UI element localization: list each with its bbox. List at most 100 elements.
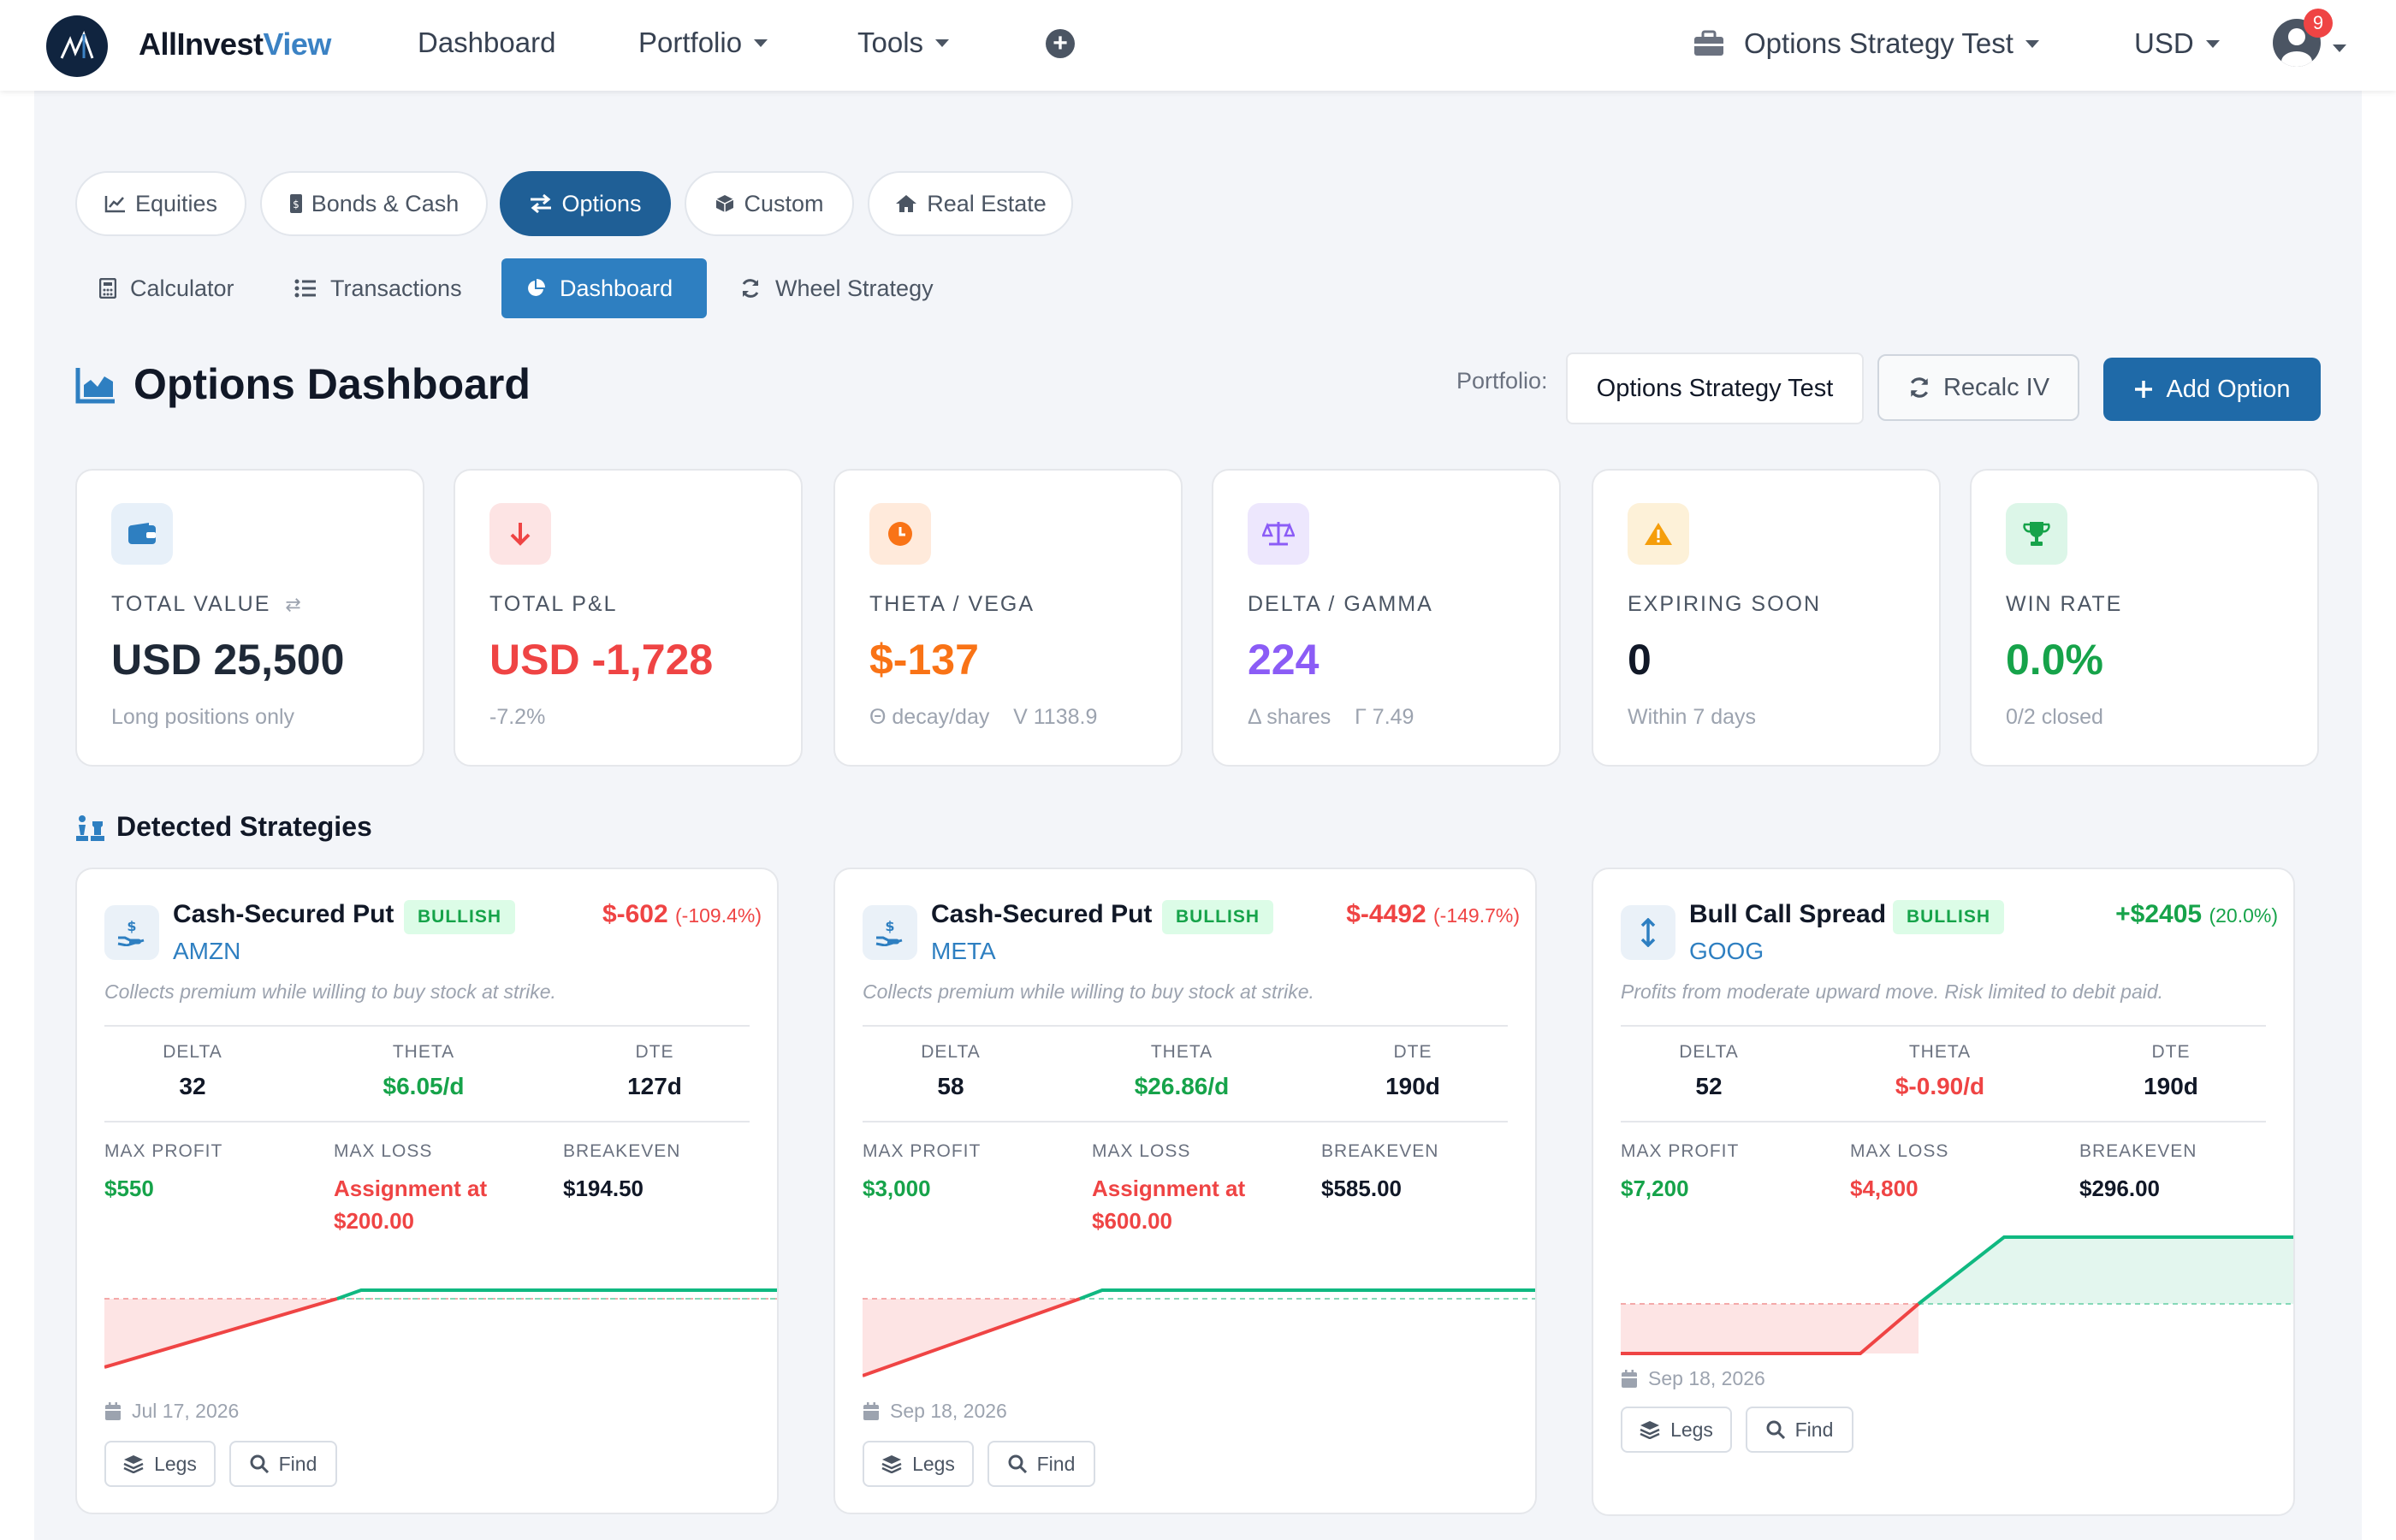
stat-value: $-137 (869, 636, 979, 684)
tab-equities-label: Equities (134, 190, 218, 216)
tab-equities[interactable]: Equities (75, 171, 246, 236)
top-navbar: AllInvestView Dashboard Portfolio Tools … (0, 0, 2396, 91)
metric-value-line: Assignment at (334, 1176, 488, 1201)
legs-button[interactable]: Legs (104, 1441, 216, 1487)
greek-dte: DTE 190d (1297, 1042, 1528, 1100)
tab-options-label: Options (561, 190, 642, 216)
metric-label: MAX LOSS (1092, 1141, 1191, 1161)
subtab-transactions[interactable]: Transactions (276, 258, 481, 318)
add-option-button[interactable]: Add Option (2103, 358, 2321, 421)
metric-label: MAX LOSS (1850, 1141, 1949, 1161)
hand-coin-icon: $ (104, 905, 159, 960)
subtab-dashboard[interactable]: Dashboard (501, 258, 707, 318)
metric-label: BREAKEVEN (563, 1141, 681, 1161)
tab-real-estate[interactable]: Real Estate (868, 171, 1073, 236)
strategy-card[interactable]: $ Cash-Secured Put BULLISH META $-4492 (… (833, 868, 1537, 1514)
stat-value: USD 25,500 (111, 636, 345, 684)
legs-button[interactable]: Legs (863, 1441, 974, 1487)
find-button[interactable]: Find (229, 1441, 337, 1487)
stat-card-delta-gamma: DELTA / GAMMA 224 Δ shares Γ 7.49 (1212, 469, 1561, 767)
find-button[interactable]: Find (1746, 1407, 1853, 1453)
pie-chart-icon (528, 279, 545, 296)
nav-tools[interactable]: Tools (857, 27, 950, 59)
brand-name[interactable]: AllInvestView (139, 27, 331, 62)
metric-label: MAX PROFIT (863, 1141, 982, 1161)
clock-icon (869, 503, 931, 565)
metric-max-profit: MAX PROFIT $7,200 (1621, 1141, 1850, 1205)
greek-label: DELTA (1679, 1042, 1739, 1062)
greek-dte: DTE 190d (2055, 1042, 2286, 1100)
payoff-profit-area (1919, 1237, 2293, 1304)
stat-value: 224 (1248, 636, 1320, 684)
currency-selector[interactable]: USD (2134, 27, 2220, 60)
nav-portfolio[interactable]: Portfolio (638, 27, 768, 59)
stat-label: EXPIRING SOON (1628, 592, 1822, 616)
search-icon (1766, 1420, 1785, 1439)
calculator-icon (99, 278, 116, 299)
currency-label: USD (2134, 27, 2194, 59)
metric-value-line: Assignment at (1092, 1176, 1246, 1201)
section-title-strategies: Detected Strategies (116, 811, 372, 842)
metric-value: Assignment at $200.00 (334, 1172, 563, 1237)
strategy-ticker[interactable]: META (931, 938, 996, 964)
strategy-bias-badge: BULLISH (404, 900, 515, 934)
brand-logo[interactable] (46, 15, 108, 77)
strategy-ticker[interactable]: GOOG (1689, 938, 1764, 964)
tab-custom[interactable]: Custom (685, 171, 854, 236)
greek-value: 58 (937, 1073, 964, 1099)
tab-options[interactable]: Options (500, 171, 671, 236)
subtab-wheel-strategy[interactable]: Wheel Strategy (721, 258, 952, 318)
strategy-card[interactable]: $ Cash-Secured Put BULLISH AMZN $-602 (-… (75, 868, 779, 1514)
metric-value-line: $600.00 (1092, 1208, 1172, 1234)
strategy-ticker[interactable]: AMZN (173, 938, 241, 964)
hand-coin-icon: $ (863, 905, 917, 960)
layers-icon (123, 1455, 144, 1473)
portfolio-switcher[interactable]: Options Strategy Test (1693, 27, 2039, 60)
portfolio-label: Portfolio: (1456, 368, 1548, 394)
metric-value: $7,200 (1621, 1176, 1689, 1201)
add-option-label: Add Option (2166, 375, 2291, 403)
strategy-pnl: $-602 (-109.4%) (602, 900, 762, 929)
greek-label: THETA (1150, 1042, 1213, 1062)
find-button[interactable]: Find (987, 1441, 1095, 1487)
svg-text:$: $ (127, 919, 136, 934)
strategy-name: Bull Call Spread (1689, 900, 1887, 928)
chevron-down-icon (2025, 39, 2039, 48)
add-circle-icon[interactable]: + (1046, 29, 1075, 58)
notification-badge[interactable]: 9 (2304, 9, 2333, 38)
metric-value: Assignment at $600.00 (1092, 1172, 1321, 1237)
calendar-icon (1622, 1369, 1637, 1388)
recalc-iv-button[interactable]: Recalc IV (1877, 354, 2079, 421)
greek-theta: THETA $6.05/d (308, 1042, 539, 1100)
stat-sub: Long positions only (111, 705, 295, 729)
stat-label-text: TOTAL VALUE (111, 592, 271, 616)
payoff-loss-line (1621, 1302, 1920, 1355)
strategy-expiry: Jul 17, 2026 (104, 1400, 239, 1423)
strategy-pnl: +$2405 (20.0%) (2115, 900, 2278, 929)
subtab-calculator[interactable]: Calculator (80, 258, 253, 318)
legs-button-label: Legs (154, 1452, 197, 1475)
portfolio-select[interactable]: Options Strategy Test (1566, 352, 1864, 424)
home-icon (896, 195, 917, 212)
exchange-icon[interactable]: ⇄ (285, 594, 301, 615)
payoff-profit-line (1917, 1235, 2293, 1306)
chevron-down-icon[interactable] (2333, 44, 2346, 52)
nav-dashboard[interactable]: Dashboard (418, 27, 555, 59)
greek-label: THETA (1908, 1042, 1972, 1062)
portfolio-select-value: Options Strategy Test (1596, 374, 1834, 402)
metric-max-profit: MAX PROFIT $3,000 (863, 1141, 1092, 1205)
stat-label: TOTAL P&L (489, 592, 618, 616)
recalc-iv-label: Recalc IV (1942, 373, 2050, 401)
find-button-label: Find (278, 1452, 317, 1475)
legs-button[interactable]: Legs (1621, 1407, 1732, 1453)
search-icon (1008, 1454, 1027, 1473)
strategy-pnl-pct: (-109.4%) (675, 904, 762, 927)
payoff-loss-line (104, 1297, 338, 1369)
stat-card-expiring-soon: EXPIRING SOON 0 Within 7 days (1592, 469, 1941, 767)
find-button-label: Find (1794, 1418, 1834, 1441)
stat-card-theta-vega: THETA / VEGA $-137 Θ decay/day V 1138.9 (833, 469, 1183, 767)
metric-value: $194.50 (563, 1176, 643, 1201)
tab-bonds-cash[interactable]: $ Bonds & Cash (260, 171, 488, 236)
exchange-icon (531, 193, 552, 214)
strategy-card[interactable]: Bull Call Spread BULLISH GOOG +$2405 (20… (1592, 868, 2295, 1516)
